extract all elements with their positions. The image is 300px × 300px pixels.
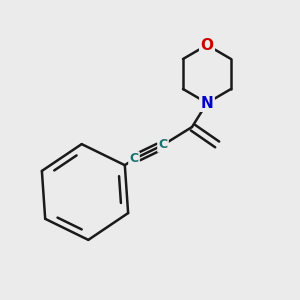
Text: C: C [158, 139, 168, 152]
Text: C: C [129, 152, 139, 166]
Text: O: O [200, 38, 214, 52]
Text: N: N [201, 95, 213, 110]
